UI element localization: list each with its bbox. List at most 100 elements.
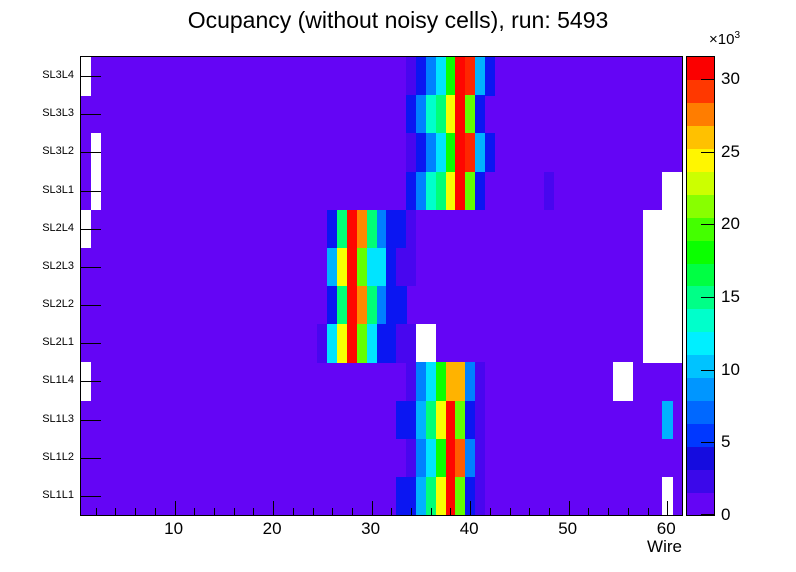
colorbar-tick-label: 5 bbox=[721, 432, 731, 452]
heatmap-cell bbox=[376, 324, 387, 363]
colorbar-band bbox=[687, 492, 714, 516]
heatmap-cell bbox=[642, 247, 653, 287]
x-axis-tick-label: 30 bbox=[361, 519, 381, 538]
x-axis-tick-label: 60 bbox=[656, 519, 676, 538]
heatmap-cell bbox=[465, 171, 476, 211]
heatmap-cell bbox=[415, 438, 427, 478]
heatmap-cell bbox=[425, 95, 437, 134]
colorbar-band bbox=[687, 57, 714, 81]
heatmap-cell bbox=[652, 286, 663, 325]
x-axis-minor-tick bbox=[430, 508, 432, 515]
heatmap-cell bbox=[475, 133, 486, 172]
colorbar-band bbox=[687, 308, 714, 333]
heatmap-cell bbox=[662, 476, 673, 515]
heatmap-cell bbox=[327, 247, 338, 287]
heatmap-cell bbox=[475, 171, 486, 211]
heatmap-cell bbox=[435, 400, 447, 440]
heatmap-cell bbox=[642, 209, 653, 249]
colorbar-band bbox=[687, 217, 714, 241]
heatmap-cell bbox=[662, 247, 673, 287]
heatmap-cell bbox=[465, 95, 476, 134]
heatmap-cell bbox=[642, 286, 653, 325]
x-axis-minor-tick bbox=[450, 508, 452, 515]
colorbar-tick bbox=[701, 514, 714, 515]
x-axis-major-tick bbox=[667, 501, 669, 515]
x-axis-major-tick bbox=[470, 501, 472, 515]
x-axis-minor-tick bbox=[214, 508, 215, 515]
colorbar-band bbox=[687, 377, 714, 401]
heatmap-cell bbox=[386, 247, 397, 287]
heatmap-cell bbox=[366, 286, 378, 325]
y-axis-label: SL1L1 bbox=[42, 488, 74, 501]
x-axis-minor-tick bbox=[194, 508, 196, 515]
heatmap-cell bbox=[425, 133, 437, 172]
x-axis-major-tick bbox=[174, 501, 176, 515]
colorbar-tick-label: 0 bbox=[721, 505, 731, 524]
heatmap-cell bbox=[465, 57, 476, 96]
heatmap-cell bbox=[406, 476, 417, 515]
heatmap-cell bbox=[672, 247, 682, 287]
colorbar-tick-label: 25 bbox=[721, 141, 740, 161]
heatmap-cell bbox=[425, 438, 437, 478]
heatmap-cell bbox=[475, 57, 486, 96]
heatmap-cell bbox=[327, 209, 338, 249]
heatmap-cell bbox=[613, 362, 624, 401]
heatmap-cell bbox=[455, 95, 466, 134]
x-axis-minor-tick bbox=[588, 508, 590, 515]
x-axis-minor-tick bbox=[135, 508, 137, 515]
y-axis-label: SL2L2 bbox=[42, 298, 74, 311]
heatmap-cell bbox=[435, 362, 447, 401]
heatmap-cell bbox=[484, 133, 496, 172]
heatmap-cell bbox=[356, 324, 368, 363]
x-axis-title: Wire bbox=[647, 537, 682, 556]
colorbar-band bbox=[687, 171, 714, 195]
heatmap-cell bbox=[672, 324, 682, 363]
x-axis-minor-tick bbox=[489, 508, 491, 515]
x-axis-minor-tick bbox=[548, 508, 550, 515]
x-axis-major-tick bbox=[273, 501, 275, 515]
colorbar-band bbox=[687, 331, 714, 356]
heatmap-cell bbox=[484, 57, 496, 96]
heatmap-cell bbox=[396, 247, 407, 287]
heatmap-cell bbox=[415, 476, 427, 515]
heatmap-cell bbox=[396, 209, 407, 249]
y-axis-tick bbox=[81, 266, 101, 268]
heatmap-cell bbox=[672, 286, 682, 325]
heatmap-cell bbox=[435, 57, 447, 96]
x-axis-tick-label: 20 bbox=[262, 519, 282, 538]
heatmap-cell bbox=[672, 209, 682, 249]
heatmap-cell bbox=[642, 324, 653, 363]
heatmap-cell bbox=[465, 133, 476, 172]
heatmap-cell bbox=[386, 286, 397, 325]
heatmap-cell bbox=[406, 57, 417, 96]
heatmap-cell bbox=[415, 400, 427, 440]
x-axis-minor-tick bbox=[95, 508, 97, 515]
heatmap-cell bbox=[445, 57, 456, 96]
heatmap-cell bbox=[337, 247, 348, 287]
scale-exponent: 3 bbox=[734, 30, 741, 41]
heatmap-cell bbox=[662, 324, 673, 363]
heatmap-cell bbox=[672, 171, 682, 211]
y-axis-tick bbox=[81, 114, 101, 116]
colorbar-band bbox=[687, 469, 714, 493]
heatmap-cell bbox=[652, 324, 663, 363]
heatmap-cell bbox=[445, 438, 456, 478]
x-axis-minor-tick bbox=[332, 508, 334, 515]
heatmap-cell bbox=[544, 171, 555, 211]
heatmap-cell bbox=[445, 171, 456, 211]
heatmap-cell bbox=[415, 362, 427, 401]
heatmap-cell bbox=[396, 324, 407, 363]
heatmap-cell bbox=[406, 171, 417, 211]
x-axis-minor-tick bbox=[647, 508, 649, 515]
heatmap-cell bbox=[406, 438, 417, 478]
heatmap-cell bbox=[356, 286, 368, 325]
heatmap-cell bbox=[435, 133, 447, 172]
heatmap-cell bbox=[455, 362, 466, 401]
y-axis-tick bbox=[81, 190, 101, 192]
y-axis-label: SL2L3 bbox=[42, 259, 74, 272]
heatmap-cell bbox=[662, 171, 673, 211]
y-axis-label: SL1L4 bbox=[42, 374, 74, 387]
heatmap-cell bbox=[327, 286, 338, 325]
heatmap-cell bbox=[396, 476, 407, 515]
heatmap-cell bbox=[475, 400, 486, 440]
